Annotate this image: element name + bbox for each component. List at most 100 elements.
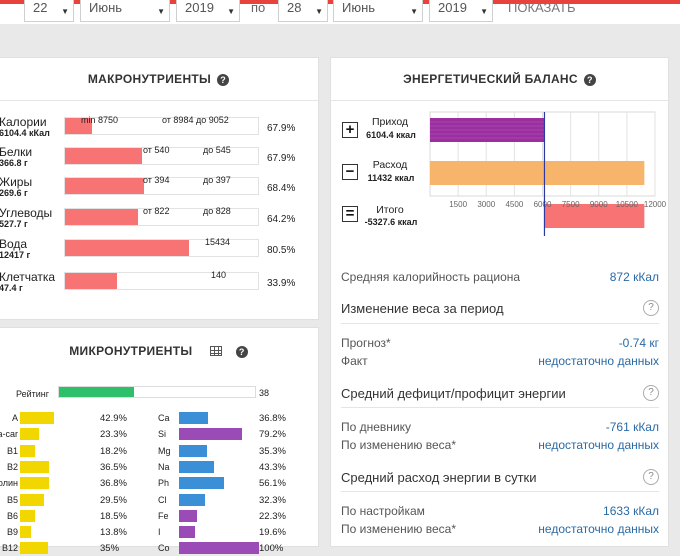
section-divider: [341, 407, 659, 408]
macro-value: 527.7 г: [0, 219, 28, 229]
total-equals-icon[interactable]: =: [342, 206, 358, 222]
micro-bar: [179, 542, 259, 555]
total-value: -5327.6 ккал: [364, 217, 418, 227]
micro-bar: [179, 460, 214, 473]
micro-name: I: [158, 527, 161, 538]
help-icon[interactable]: ?: [643, 469, 659, 485]
settings-label: По настройкам: [341, 504, 425, 518]
micro-name: B2: [6, 461, 18, 472]
to-year-select[interactable]: 2019 ▼: [429, 0, 493, 22]
help-icon[interactable]: ?: [643, 385, 659, 401]
micro-bar: [179, 444, 208, 457]
macro-row: Углеводы 527.7 г от 822 до 828 64.2%: [0, 206, 329, 242]
income-value: 6104.4 ккал: [366, 130, 416, 140]
macro-norm-label: до 828: [203, 206, 231, 216]
help-icon[interactable]: ?: [217, 74, 230, 86]
diary-row: По дневнику -761 кКал: [341, 420, 659, 436]
income-plus-icon[interactable]: +: [342, 122, 358, 138]
macro-norm-label: 15434: [205, 237, 231, 247]
micro-bar: [20, 493, 44, 506]
micro-name: Na: [158, 461, 170, 472]
from-month-select[interactable]: Июнь ▼: [80, 0, 170, 22]
avg-calorie-row: Средняя калорийность рациона 872 кКал: [341, 270, 659, 286]
macro-norm-label: от 394: [143, 175, 170, 185]
macro-bar: [64, 208, 259, 226]
to-month-select[interactable]: Июнь ▼: [333, 0, 423, 22]
micro-item: Бета-car 23.3%: [0, 428, 160, 442]
micro-bar: [20, 509, 35, 522]
macro-value: 269.6 г: [0, 188, 28, 198]
micro-name: Cl: [158, 494, 167, 505]
chevron-down-icon: ▼: [157, 7, 165, 16]
micro-item: I 19.6%: [158, 526, 318, 540]
micro-name: Холин: [0, 478, 18, 489]
energy-balance-title: ЭНЕРГЕТИЧЕСКИЙ БАЛАНС?: [331, 72, 668, 86]
macro-name: Калории: [0, 115, 47, 129]
table-icon[interactable]: [210, 346, 223, 356]
macro-norm-label: до 545: [203, 145, 231, 155]
micro-bar: [20, 477, 50, 490]
help-icon[interactable]: ?: [643, 300, 659, 316]
macronutrients-card: МАКРОНУТРИЕНТЫ? Калории 6104.4 кКал min 87…: [0, 57, 320, 320]
macro-value: 366.8 г: [0, 158, 28, 168]
micro-bar: [179, 526, 195, 539]
macro-value: 12417 г: [0, 250, 31, 260]
micro-bar: [20, 428, 39, 441]
macro-percent: 80.5%: [267, 245, 296, 256]
forecast-value: -0.74 кг: [618, 336, 659, 350]
total-label: Итого: [376, 204, 404, 216]
macro-norm-label: от 822: [143, 206, 170, 216]
micro-bar: [20, 460, 50, 473]
avg-calorie-label: Средняя калорийность рациона: [341, 270, 521, 284]
micro-bar: [20, 412, 55, 424]
to-day-select[interactable]: 28 ▼: [278, 0, 328, 22]
weight-change-row: По изменению веса* недостаточно данных: [341, 438, 659, 454]
expense-minus-icon[interactable]: −: [342, 164, 358, 180]
micro-name: B12: [1, 543, 18, 554]
micro-percent: 22.3%: [259, 510, 286, 522]
micro-name: B5: [6, 494, 18, 505]
micro-bar: [20, 444, 35, 457]
micro-name: A: [11, 413, 18, 423]
weight-change2-value: недостаточно данных: [538, 522, 659, 536]
weight-change2-row: По изменению веса* недостаточно данных: [341, 522, 659, 538]
micro-percent: 32.3%: [259, 494, 286, 506]
micro-name: Ph: [158, 478, 170, 489]
macro-name: Вода: [0, 237, 28, 251]
macro-name: Клетчатка: [0, 270, 56, 284]
section-divider: [341, 323, 659, 324]
micro-name: B9: [6, 527, 18, 538]
micronutrients-title: МИКРОНУТРИЕНТЫ ?: [0, 344, 318, 358]
micro-name: Co: [158, 543, 170, 554]
expense-label: Расход: [372, 159, 408, 171]
micro-item: B9 13.8%: [0, 526, 160, 540]
macro-name: Жиры: [0, 175, 33, 189]
settings-value: 1633 кКал: [603, 504, 659, 518]
macro-norm-label: до 397: [203, 175, 231, 185]
help-icon[interactable]: ?: [235, 346, 248, 358]
forecast-label: Прогноз*: [341, 336, 391, 350]
micro-bar: [20, 526, 31, 539]
micro-item: B1 18.2%: [0, 444, 160, 459]
chevron-down-icon: ▼: [315, 7, 323, 16]
macronutrients-title: МАКРОНУТРИЕНТЫ?: [0, 72, 318, 86]
card-divider: [331, 100, 670, 101]
macro-bar: [64, 147, 259, 165]
macro-row: Вода 12417 г 15434 80.5%: [0, 237, 329, 273]
fact-label: Факт: [341, 354, 368, 368]
macro-bar-fill: [65, 240, 189, 256]
show-button[interactable]: ПОКАЗАТЬ: [508, 0, 576, 15]
avg-calorie-value: 872 кКал: [609, 270, 659, 284]
micro-percent: 42.9%: [100, 413, 127, 424]
micro-item: Cl 32.3%: [158, 493, 318, 508]
macro-norm-label: min 8750: [81, 115, 119, 125]
help-icon[interactable]: ?: [583, 74, 596, 86]
section-divider: [341, 491, 659, 492]
micro-item: B6 18.5%: [0, 509, 160, 524]
micro-item: Ca 36.8%: [158, 412, 318, 426]
micro-item: Si 79.2%: [158, 428, 318, 442]
rating-bar: [58, 386, 256, 398]
macro-bar: [64, 177, 259, 195]
from-day-select[interactable]: 22 ▼: [24, 0, 74, 22]
from-year-select[interactable]: 2019 ▼: [176, 0, 240, 22]
